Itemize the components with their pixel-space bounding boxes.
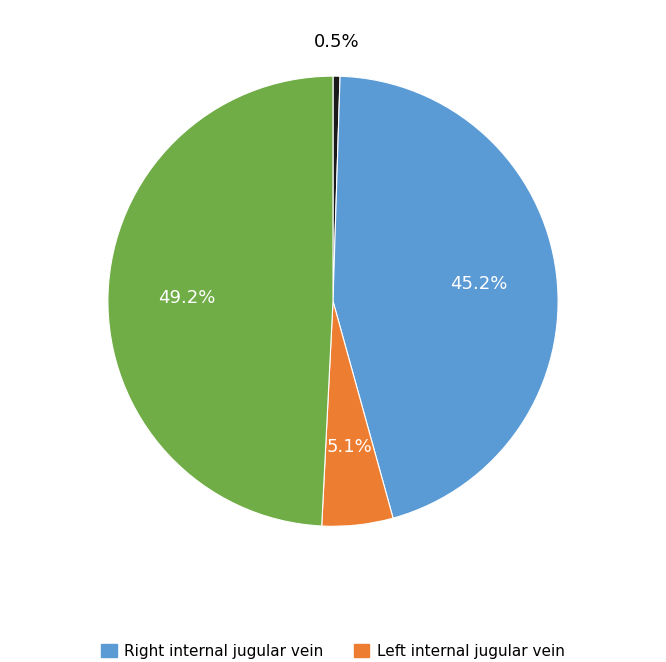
Text: 0.5%: 0.5% — [314, 33, 360, 52]
Text: 5.1%: 5.1% — [326, 438, 372, 455]
Legend: Right internal jugular vein, Femoral veins, Left internal jugular vein, Right su: Right internal jugular vein, Femoral vei… — [95, 638, 571, 662]
Wedge shape — [333, 76, 340, 301]
Text: 49.2%: 49.2% — [158, 289, 215, 307]
Wedge shape — [322, 301, 393, 526]
Wedge shape — [108, 76, 333, 526]
Text: 45.2%: 45.2% — [450, 275, 507, 293]
Wedge shape — [333, 76, 558, 518]
